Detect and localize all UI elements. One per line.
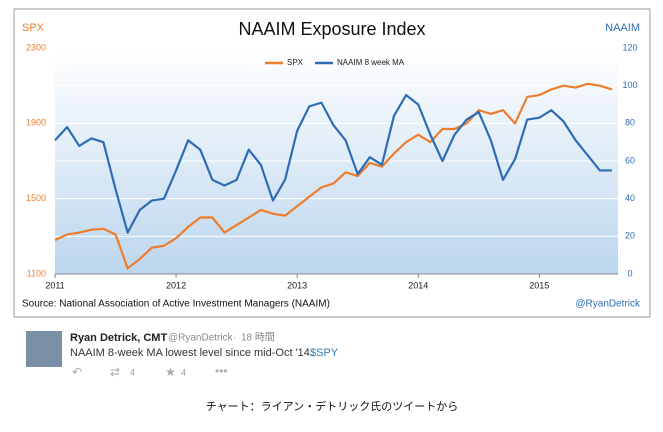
tweet-time[interactable]: 18 時間 (241, 332, 275, 344)
more-icon[interactable]: ••• (215, 364, 228, 378)
retweet-count: 4 (130, 367, 135, 377)
tweet-name[interactable]: Ryan Detrick, CMT (70, 332, 167, 344)
y-tick-label: 1500 (26, 193, 46, 203)
y-tick-label: 1900 (26, 118, 46, 128)
y2-tick-label: 100 (622, 80, 637, 90)
source: Source: National Association of Active I… (22, 299, 330, 310)
tweet-handle[interactable]: @RyanDetrick (168, 333, 234, 344)
chart-title: NAAIM Exposure Index (238, 19, 425, 39)
x-tick-label: 2011 (45, 280, 64, 290)
y-tick-label: 2300 (26, 42, 46, 52)
credit: @RyanDetrick (575, 299, 641, 310)
y2-tick-label: 80 (625, 118, 635, 128)
y2-tick-label: 20 (625, 231, 635, 241)
y-label: SPX (22, 22, 45, 34)
legend-label: SPX (287, 58, 304, 67)
tweet: Ryan Detrick, CMT @RyanDetrick · 18 時間 N… (26, 331, 339, 379)
x-tick-label: 2015 (529, 280, 549, 290)
separator: · (233, 333, 236, 344)
y2-tick-label: 120 (622, 42, 637, 52)
x-tick-label: 2012 (166, 280, 186, 290)
caption: チャート：ライアン・デトリック氏のツイートから (206, 399, 458, 413)
avatar[interactable] (26, 331, 62, 367)
y2-tick-label: 40 (625, 193, 635, 203)
favorite-icon[interactable]: ★ (165, 365, 176, 379)
legend-label: NAAIM 8 week MA (337, 58, 405, 67)
series-line (54, 82, 613, 270)
series-line (54, 93, 612, 234)
y-tick-label: 1100 (27, 268, 46, 278)
y2-tick-label: 0 (627, 268, 632, 278)
y2-label: NAAIM (605, 22, 640, 34)
x-tick-label: 2013 (287, 280, 307, 290)
y2-tick-label: 60 (625, 155, 635, 165)
tweet-text: NAAIM 8-week MA lowest level since mid-O… (70, 347, 313, 359)
reply-icon[interactable]: ↶ (72, 365, 82, 379)
favorite-count: 4 (181, 367, 186, 377)
x-tick-label: 2014 (408, 280, 428, 290)
tweet-link[interactable]: $SPY (310, 347, 339, 359)
retweet-icon[interactable]: ⇄ (110, 365, 120, 379)
